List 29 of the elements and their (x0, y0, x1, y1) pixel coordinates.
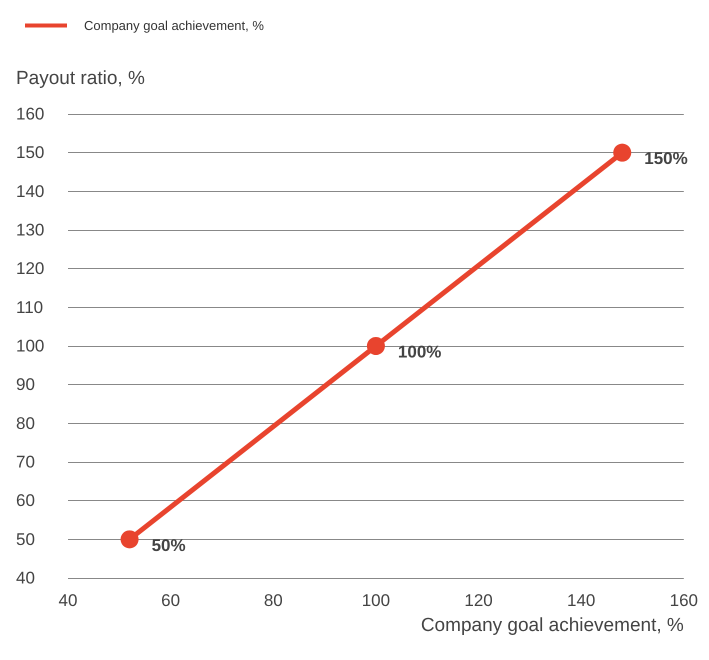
point (613, 144, 632, 162)
y-tick-label: 110 (16, 298, 44, 317)
y-tick-label: 70 (16, 452, 35, 472)
data-label: 150% (644, 149, 688, 168)
y-tick-label: 160 (16, 104, 44, 124)
y-tick-label: 60 (16, 491, 35, 510)
y-axis-title: Payout ratio, % (16, 68, 145, 89)
y-tick-label: 130 (16, 220, 44, 240)
y-tick-label: 100 (16, 336, 44, 356)
y-tick-label: 150 (16, 143, 44, 162)
point (366, 337, 385, 355)
y-tick-label: 40 (16, 568, 35, 588)
y-tick-label: 50 (16, 530, 35, 549)
x-axis-title: Company goal achievement, % (420, 615, 684, 636)
x-tick-label: 40 (58, 591, 78, 610)
data-label: 50% (152, 536, 186, 555)
legend-label: Company goal achievement, % (84, 18, 264, 33)
x-tick-label: 60 (161, 591, 180, 610)
y-tick-label: 120 (16, 259, 44, 278)
x-tick-label: 140 (566, 591, 596, 610)
data-label: 100% (398, 342, 442, 362)
x-tick-label: 120 (464, 591, 493, 610)
x-tick-label: 80 (264, 591, 283, 610)
y-tick-label: 140 (16, 182, 44, 201)
x-tick-label: 160 (670, 591, 698, 610)
y-tick-label: 80 (16, 414, 35, 433)
x-tick-label: 100 (362, 591, 390, 610)
y-tick-label: 90 (16, 375, 35, 394)
point (120, 530, 139, 548)
